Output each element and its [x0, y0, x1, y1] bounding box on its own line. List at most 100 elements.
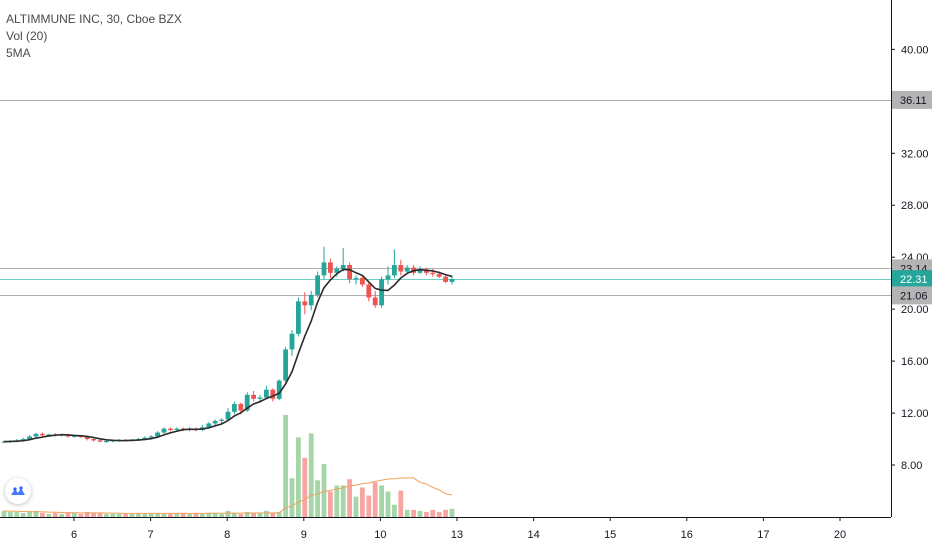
- volume-bar: [379, 485, 384, 517]
- volume-bar: [424, 511, 429, 517]
- volume-bar: [110, 513, 116, 517]
- x-tick-label: 13: [451, 529, 463, 541]
- candle-body: [340, 264, 346, 269]
- volume-bar: [270, 512, 276, 517]
- candle-body: [142, 437, 148, 440]
- volume-bar: [360, 487, 365, 517]
- volume-bar: [308, 433, 314, 517]
- volume-bar: [123, 513, 128, 517]
- volume-bar: [136, 512, 141, 517]
- volume-bar: [187, 513, 192, 517]
- volume-bar: [161, 513, 167, 517]
- volume-bar: [257, 512, 263, 517]
- price-label-box: [892, 270, 932, 289]
- candle-body: [84, 437, 90, 440]
- moving-average-layer: [3, 268, 453, 443]
- volume-indicator-label[interactable]: Vol (20): [6, 29, 48, 43]
- volume-bar: [321, 463, 327, 517]
- volume-bar: [174, 512, 180, 517]
- volume-bar: [1, 510, 7, 517]
- volume-bar: [347, 479, 352, 517]
- volume-bar: [142, 513, 148, 517]
- x-tick-label: 7: [148, 529, 154, 541]
- volume-bar: [84, 511, 90, 517]
- y-tick-label: 32.00: [901, 148, 929, 160]
- x-tick-label: 10: [374, 529, 386, 541]
- volume-bar: [91, 512, 96, 517]
- volume-bar: [302, 457, 308, 517]
- candle-body: [148, 436, 154, 438]
- symbol-title[interactable]: ALTIMMUNE INC, 30, Cboe BZX: [6, 12, 182, 26]
- candle-body: [315, 275, 320, 295]
- ma-indicator-label[interactable]: 5MA: [6, 46, 31, 60]
- volume-bar: [193, 512, 199, 517]
- candle-body: [270, 389, 276, 399]
- volume-bar: [33, 510, 39, 517]
- volume-bar: [65, 512, 71, 517]
- price-label-22.31: 22.31: [892, 270, 932, 289]
- volume-bar: [411, 509, 416, 517]
- volume-bar: [264, 510, 269, 517]
- volume-bar: [443, 509, 448, 517]
- volume-bar: [180, 512, 186, 517]
- volume-bar: [59, 513, 64, 517]
- time-axis[interactable]: 6 7 8 9 10 13 14 15 16 17 20: [71, 517, 846, 541]
- candle-body: [46, 434, 52, 436]
- volume-bar: [283, 415, 288, 517]
- volume-bar: [52, 512, 58, 517]
- price-axis[interactable]: 8.0012.0016.0020.0024.0028.0032.0036.004…: [891, 44, 929, 472]
- candle-body: [251, 394, 256, 399]
- x-tick-label: 14: [527, 529, 539, 541]
- candle-body: [443, 276, 448, 282]
- price-label-box: [892, 90, 932, 109]
- candle-body: [20, 439, 26, 441]
- volume-bar: [328, 491, 333, 517]
- candle-body: [417, 270, 423, 273]
- candle-body: [27, 436, 32, 440]
- volume-bar: [398, 490, 404, 517]
- volume-bar: [353, 496, 359, 517]
- candle-body: [353, 277, 359, 280]
- volume-bar: [276, 511, 282, 517]
- volume-bar: [27, 511, 32, 517]
- y-tick-label: 16.00: [901, 356, 929, 368]
- candle-body: [379, 279, 384, 306]
- candle-body: [104, 441, 109, 443]
- x-tick-label: 8: [224, 529, 230, 541]
- x-tick-label: 6: [71, 529, 77, 541]
- price-label-21.06: 21.06: [892, 286, 932, 305]
- x-tick-label: 16: [681, 529, 693, 541]
- volume-bar: [46, 513, 52, 517]
- volume-bar: [372, 482, 378, 517]
- candle-body: [155, 432, 160, 437]
- candle-body: [404, 267, 410, 272]
- candle-body: [430, 272, 436, 275]
- x-tick-label: 17: [757, 529, 769, 541]
- volume-bar: [8, 511, 13, 517]
- candle-body: [33, 433, 39, 437]
- x-tick-label: 9: [301, 529, 307, 541]
- candle-body: [449, 279, 455, 282]
- y-tick-label: 12.00: [901, 408, 929, 420]
- volume-bar: [129, 513, 135, 517]
- candle-body: [308, 294, 314, 306]
- tradingview-logo-icon[interactable]: [5, 478, 31, 504]
- volume-bar: [232, 512, 237, 517]
- x-tick-label: 15: [604, 529, 616, 541]
- volume-bar: [40, 512, 45, 517]
- candle-body: [276, 380, 282, 399]
- y-tick-label: 28.00: [901, 200, 929, 212]
- price-label-box: [892, 286, 932, 305]
- candle-body: [264, 389, 269, 398]
- candle-body: [257, 397, 263, 399]
- candle-body: [366, 284, 372, 298]
- volume-bar: [200, 513, 205, 517]
- volume-bar: [168, 513, 173, 517]
- candle-body: [398, 264, 404, 272]
- candle-body: [328, 262, 333, 273]
- volume-bar: [244, 511, 250, 517]
- volume-bar: [116, 513, 122, 517]
- volume-bar: [366, 495, 372, 517]
